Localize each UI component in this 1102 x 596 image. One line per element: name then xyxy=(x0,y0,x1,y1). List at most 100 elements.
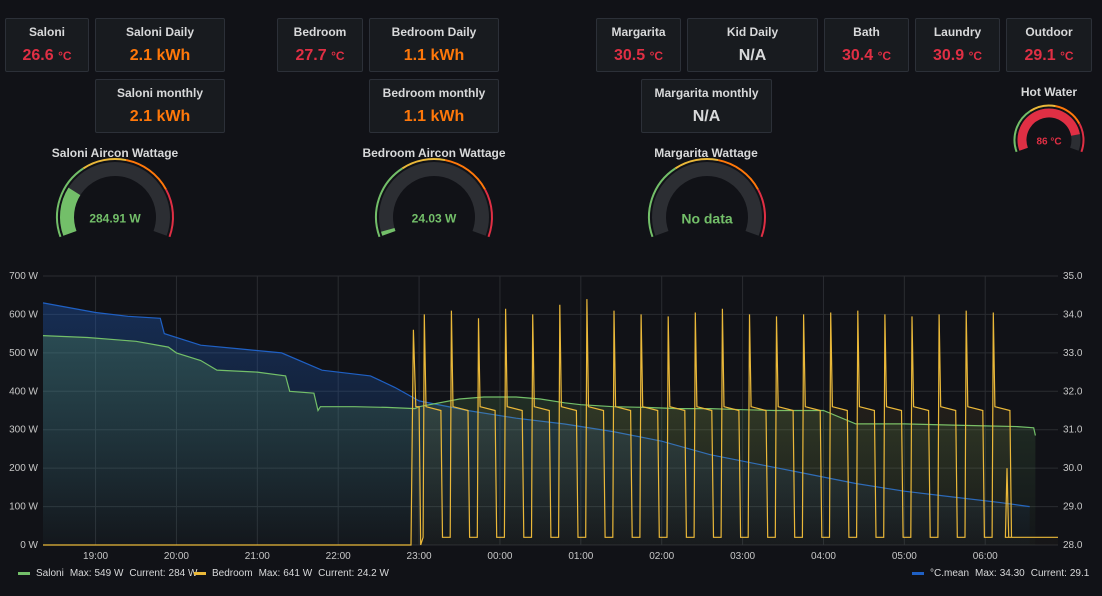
gauge-value-arc xyxy=(1017,108,1080,151)
y-right-tick: 29.0 xyxy=(1063,502,1083,513)
y-left-tick: 600 W xyxy=(9,309,38,320)
stat-saloni-monthly[interactable]: Saloni monthly 2.1 kWh xyxy=(95,79,225,133)
x-tick: 04:00 xyxy=(811,551,836,562)
stat-value: 30.5 °C xyxy=(613,47,664,64)
legend-max-label: Max: xyxy=(975,568,997,579)
y-left-tick: 400 W xyxy=(9,386,38,397)
gauge-threshold-arc xyxy=(1055,105,1081,125)
stat-saloni[interactable]: Saloni 26.6 °C xyxy=(5,18,89,72)
stat-value: 26.6 °C xyxy=(22,47,72,64)
legend-item-temp-mean[interactable]: °C.mean Max: 34.30 Current: 29.1 xyxy=(912,568,1089,579)
legend-swatch xyxy=(194,572,206,575)
y-right-tick: 31.0 xyxy=(1063,425,1083,436)
x-tick: 20:00 xyxy=(164,551,189,562)
stat-bedroom[interactable]: Bedroom 27.7 °C xyxy=(277,18,363,72)
gauge-threshold-arc xyxy=(401,158,446,170)
gauge-threshold-arc xyxy=(165,188,174,238)
legend-item-bedroom[interactable]: Bedroom Max: 641 W Current: 24.2 W xyxy=(194,568,395,579)
stat-value: 1.1 kWh xyxy=(403,47,465,64)
legend-current-label: Current: xyxy=(129,568,166,579)
stat-value: 2.1 kWh xyxy=(129,108,191,125)
gauge-margarita[interactable]: No data xyxy=(0,0,766,238)
gauge-bedroom[interactable]: 24.03 W xyxy=(0,0,493,238)
stat-kid-daily[interactable]: Kid Daily N/A xyxy=(687,18,818,72)
stat-title: Outdoor xyxy=(1025,25,1073,39)
stat-outdoor[interactable]: Outdoor 29.1 °C xyxy=(1006,18,1092,72)
series-line-Saloni xyxy=(42,335,1036,436)
gauge-title-saloni: Saloni Aircon Wattage xyxy=(51,146,179,160)
stat-title: Bedroom xyxy=(293,25,347,39)
stat-margarita-monthly[interactable]: Margarita monthly N/A xyxy=(641,79,772,133)
legend-max-value: 641 W xyxy=(283,568,313,579)
stat-value: 29.1 °C xyxy=(1024,47,1074,64)
stat-laundry[interactable]: Laundry 30.9 °C xyxy=(915,18,1000,72)
y-right-tick: 28.0 xyxy=(1063,540,1083,551)
y-right-tick: 34.0 xyxy=(1063,309,1083,320)
gauge-threshold-arc xyxy=(648,167,676,238)
legend-max-label: Max: xyxy=(258,568,281,579)
gauge-hot-water[interactable]: 86 °C xyxy=(0,0,1085,153)
gauge-threshold-arc xyxy=(1029,104,1056,112)
gauge-threshold-arc xyxy=(757,188,766,238)
legend-current-label: Current: xyxy=(1030,568,1067,579)
y-right-tick: 30.0 xyxy=(1063,463,1083,474)
stat-title: Margarita xyxy=(611,25,666,39)
stat-title: Bedroom Daily xyxy=(391,25,477,39)
y-right-tick: 33.0 xyxy=(1063,348,1083,359)
legend-current-value: 29.1 xyxy=(1069,568,1090,579)
stat-margarita[interactable]: Margarita 30.5 °C xyxy=(596,18,681,72)
legend-item-saloni[interactable]: Saloni Max: 549 W Current: 284 W xyxy=(18,568,203,579)
legend-name: °C.mean xyxy=(930,568,970,579)
x-tick: 05:00 xyxy=(892,551,917,562)
stat-title: Kid Daily xyxy=(726,25,779,39)
legend-swatch xyxy=(912,572,924,575)
y-left-tick: 0 W xyxy=(20,540,38,551)
gauge-value-text: 86 °C xyxy=(1036,137,1061,148)
gauge-threshold-arc xyxy=(444,159,486,190)
gauge-threshold-arc xyxy=(717,159,759,190)
x-tick: 00:00 xyxy=(487,551,512,562)
stat-title: Saloni monthly xyxy=(116,86,203,100)
gauge-threshold-arc xyxy=(484,188,493,238)
x-tick: 03:00 xyxy=(730,551,755,562)
gauge-threshold-arc xyxy=(82,158,127,170)
stat-title: Bedroom monthly xyxy=(382,86,486,100)
legend-name: Saloni xyxy=(36,568,64,579)
legend-max-label: Max: xyxy=(69,568,92,579)
gauge-value-text: 284.91 W xyxy=(89,211,141,225)
x-tick: 19:00 xyxy=(83,551,108,562)
legend-max-value: 34.30 xyxy=(999,568,1025,579)
stat-title: Saloni xyxy=(28,25,65,39)
stat-saloni-daily[interactable]: Saloni Daily 2.1 kWh xyxy=(95,18,225,72)
stat-title: Saloni Daily xyxy=(125,25,195,39)
stat-bedroom-monthly[interactable]: Bedroom monthly 1.1 kWh xyxy=(369,79,499,133)
stat-bath[interactable]: Bath 30.4 °C xyxy=(824,18,909,72)
gauge-track xyxy=(652,162,762,236)
gauge-title-margarita: Margarita Wattage xyxy=(654,146,758,160)
gauge-value-arc xyxy=(60,187,81,236)
y-left-tick: 200 W xyxy=(9,463,38,474)
gauge-threshold-arc xyxy=(1078,123,1085,153)
legend-current-value: 284 W xyxy=(168,568,198,579)
gauge-saloni[interactable]: 284.91 W xyxy=(0,0,174,238)
x-tick: 23:00 xyxy=(407,551,432,562)
gauge-threshold-arc xyxy=(56,167,84,238)
x-tick: 22:00 xyxy=(326,551,351,562)
legend-name: Bedroom xyxy=(212,568,253,579)
gauge-threshold-arc xyxy=(674,158,719,170)
gauge-title-hot-water: Hot Water xyxy=(1020,85,1078,99)
series-line-Bedroom xyxy=(43,299,1058,546)
legend-current-value: 24.2 W xyxy=(357,568,389,579)
gauge-threshold-arc xyxy=(125,159,167,190)
legend-current-label: Current: xyxy=(318,568,355,579)
stat-title: Bath xyxy=(853,25,880,39)
x-tick: 06:00 xyxy=(973,551,998,562)
legend-swatch xyxy=(18,572,30,575)
x-tick: 01:00 xyxy=(568,551,593,562)
gauge-track xyxy=(379,162,489,236)
y-right-tick: 35.0 xyxy=(1063,271,1083,282)
stat-value: N/A xyxy=(692,108,721,125)
stat-bedroom-daily[interactable]: Bedroom Daily 1.1 kWh xyxy=(369,18,499,72)
y-left-tick: 700 W xyxy=(9,271,38,282)
